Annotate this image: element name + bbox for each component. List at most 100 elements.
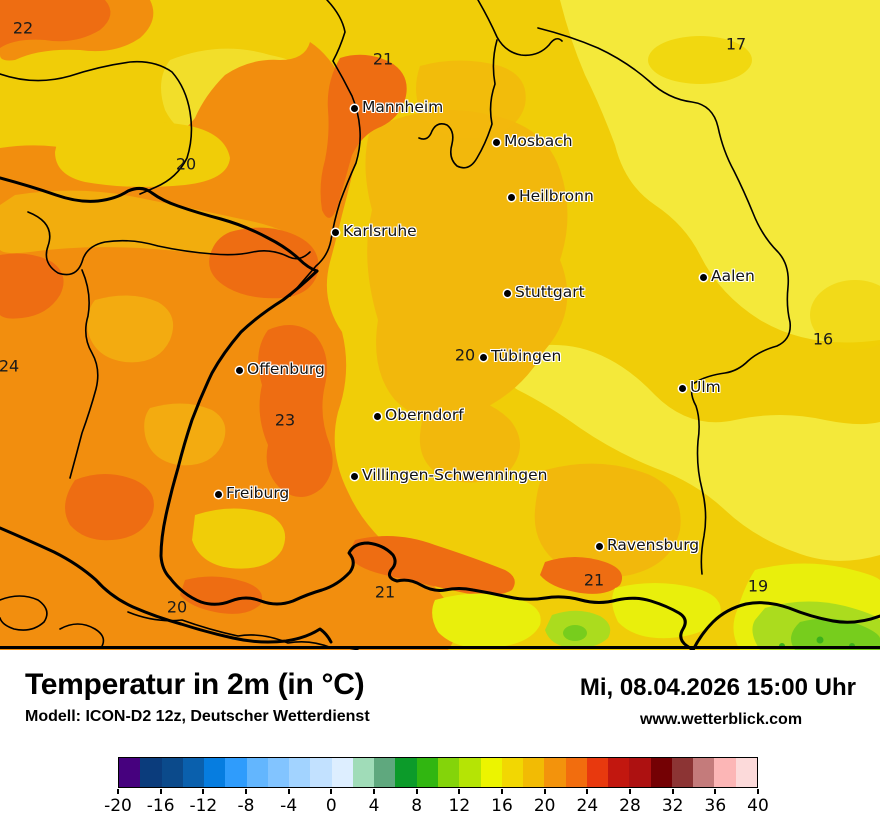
city-label: Mosbach [504, 132, 573, 150]
city-label: Ravensburg [607, 536, 700, 554]
city-dot [331, 228, 339, 236]
city-label: Aalen [711, 267, 755, 285]
legend-tick [415, 789, 418, 794]
city-label: Tübingen [491, 347, 562, 365]
temp-value-label: 23 [274, 410, 296, 430]
legend-tick-label: 20 [533, 796, 556, 816]
legend-tick-label: 28 [619, 796, 641, 816]
map-overlay: Mannheim Mosbach Heilbronn Karlsruhe Aalen St… [0, 18, 833, 617]
legend-tick [629, 789, 631, 794]
city-dot [235, 366, 243, 374]
page-title: Temperatur in 2m (in °C) [25, 668, 365, 701]
legend-tick [501, 789, 503, 794]
temp-value-label: 21 [372, 49, 394, 69]
datetime-label: Mi, 08.04.2026 15:00 Uhr [579, 674, 856, 701]
city-dot [350, 104, 358, 112]
temperature-legend: -20 -16 -12 -8 -4 0 4 8 12 16 20 24 28 32 36 40 [104, 757, 769, 822]
legend-tick [202, 789, 205, 794]
legend-tick-label: -8 [237, 796, 255, 816]
temperature-regions [0, 0, 880, 650]
city-dot [350, 472, 358, 480]
legend-tick [586, 789, 589, 794]
legend-ticks: -20 -16 -12 -8 -4 0 4 8 12 16 20 24 28 32 36 40 [104, 788, 769, 822]
legend-color-segment [289, 758, 311, 787]
legend-color-segment [459, 758, 481, 787]
legend-color-segment [650, 758, 672, 787]
legend-tick-label: 40 [747, 796, 769, 816]
city-label: Mannheim [362, 98, 444, 116]
city-dot [479, 353, 487, 361]
legend-color-segment [161, 758, 183, 787]
legend-color-segment [544, 758, 566, 787]
city-dot [595, 542, 603, 550]
legend-tick [714, 789, 717, 794]
legend-bar [118, 757, 758, 788]
legend-color-segment [523, 758, 545, 787]
legend-color-segment [714, 758, 736, 787]
city-dot [678, 384, 686, 392]
city-label: Stuttgart [515, 283, 585, 301]
temp-value-label: 21 [583, 570, 605, 590]
legend-color-segment [246, 758, 268, 787]
legend-color-segment [331, 758, 353, 787]
legend-color-segment [608, 758, 630, 787]
temp-value-label: 20 [166, 597, 188, 617]
temp-value-label: 20 [175, 154, 197, 174]
legend-color-segment [629, 758, 651, 787]
temp-value-label: 24 [0, 356, 20, 376]
legend-color-segment [480, 758, 502, 787]
city-dot [214, 490, 222, 498]
city-label: Villingen-Schwenningen [362, 466, 548, 484]
temp-value-label: 21 [374, 582, 396, 602]
city-dot [492, 138, 500, 146]
legend-tick-label: 24 [576, 796, 599, 816]
city-dot [699, 273, 707, 281]
model-info: Modell: ICON-D2 12z, Deutscher Wetterdie… [25, 708, 370, 725]
legend-color-segment [565, 758, 587, 787]
legend-tick [159, 789, 162, 794]
city-dot [373, 412, 381, 420]
legend-color-segment [374, 758, 396, 787]
legend-tick [373, 789, 375, 794]
legend-tick [757, 789, 759, 794]
legend-color-segment [735, 758, 757, 787]
legend-color-segment [182, 758, 205, 787]
website-label: www.wetterblick.com [639, 711, 803, 728]
legend-tick-label: 32 [661, 796, 684, 816]
legend-color-segment [204, 758, 226, 787]
temp-value-label: 20 [454, 345, 476, 365]
city-label: Oberndorf [385, 406, 464, 424]
legend-tick [117, 789, 119, 794]
legend-tick-label: -20 [104, 796, 132, 816]
legend-color-segment [693, 758, 715, 787]
legend-color-segment [586, 758, 609, 787]
city-dot [507, 193, 515, 201]
legend-tick-label: 4 [368, 796, 380, 816]
legend-tick-label: 16 [491, 796, 513, 816]
legend-tick-label: 36 [704, 796, 727, 816]
region-borders [0, 0, 880, 650]
map-bottom-frame [0, 646, 880, 649]
temp-value-label: 19 [747, 576, 769, 596]
city-label: Heilbronn [519, 187, 594, 205]
legend-color-segment [119, 758, 141, 787]
temperature-field-map [0, 0, 880, 650]
footer: Temperatur in 2m (in °C) Modell: ICON-D2… [0, 650, 880, 830]
legend-tick-label: -12 [189, 796, 218, 816]
city-label: Offenburg [247, 360, 325, 378]
legend-color-segment [140, 758, 162, 787]
legend-color-segment [395, 758, 417, 787]
legend-color-segment [671, 758, 694, 787]
legend-color-segment [437, 758, 460, 787]
legend-color-segment [225, 758, 247, 787]
city-label: Karlsruhe [343, 222, 417, 240]
temp-value-label: 17 [725, 34, 747, 54]
temp-value-label: 22 [12, 18, 34, 38]
city-label: Freiburg [226, 484, 290, 502]
legend-tick [458, 789, 461, 794]
legend-tick [245, 789, 247, 794]
legend-color-segment [310, 758, 332, 787]
legend-tick-label: 8 [411, 796, 423, 816]
legend-color-segment [501, 758, 524, 787]
legend-color-segment [267, 758, 290, 787]
